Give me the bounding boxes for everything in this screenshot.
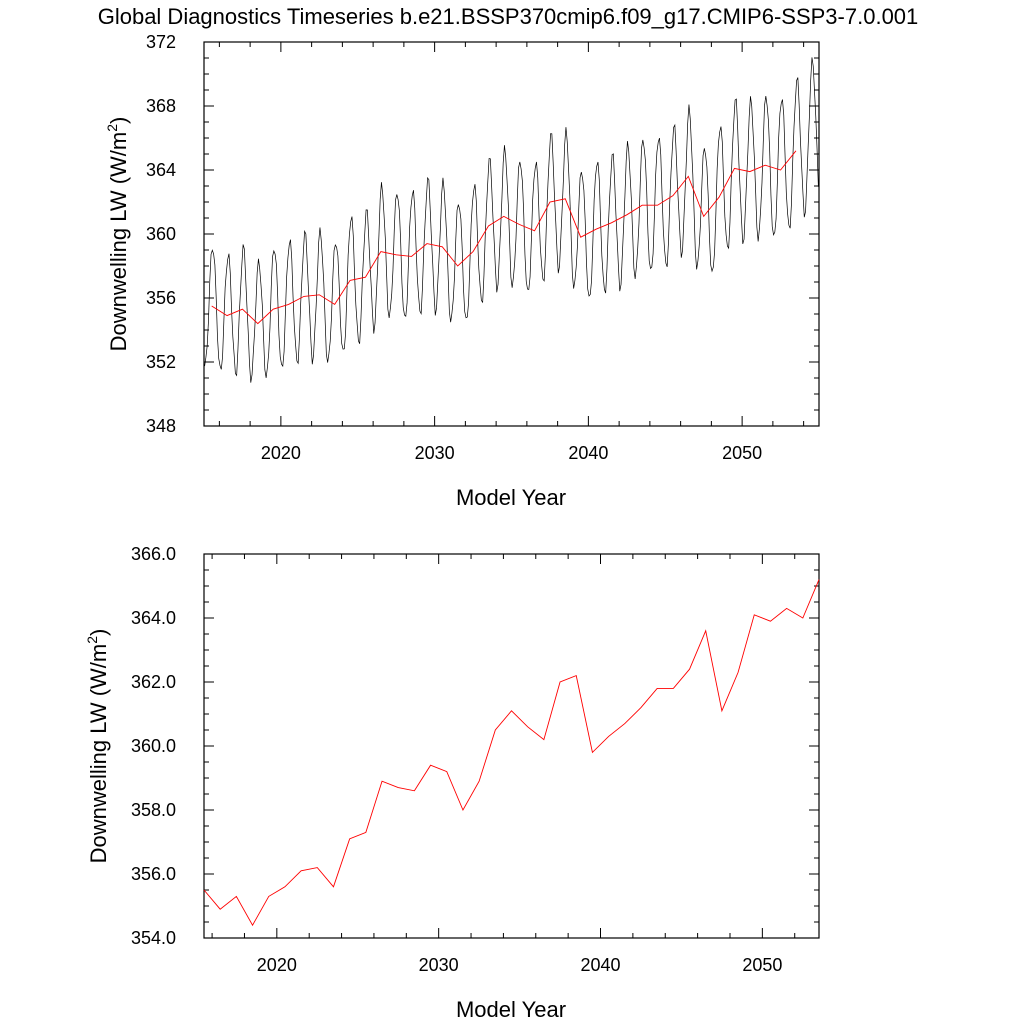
top-annual-series-line (211, 150, 797, 325)
chart-title: Global Diagnostics Timeseries b.e21.BSSP… (98, 4, 919, 29)
bottom-panel: 2020 2030 2040 2050 354.0 356.0 358.0 360.0 362.… (84, 544, 820, 1022)
top-x-axis-label: Model Year (456, 485, 566, 510)
top-monthly-series-line (204, 57, 819, 383)
bottom-plot-frame (203, 553, 820, 939)
top-x-tick-label: 2040 (568, 443, 608, 463)
top-y-tick-label: 368 (146, 96, 176, 116)
top-y-tick-label: 364 (146, 160, 176, 180)
bottom-y-tick-label: 356.0 (131, 864, 176, 884)
top-ticks (204, 41, 819, 427)
bottom-ticks (204, 553, 819, 939)
bottom-y-tick-label: 364.0 (131, 608, 176, 628)
bottom-y-tick-label: 362.0 (131, 672, 176, 692)
bottom-x-tick-label: 2020 (257, 955, 297, 975)
top-x-tick-label: 2030 (415, 443, 455, 463)
top-y-tick-label: 356 (146, 288, 176, 308)
bottom-y-tick-label: 366.0 (131, 544, 176, 564)
bottom-tick-labels: 2020 2030 2040 2050 354.0 356.0 358.0 360.0 362.… (131, 544, 782, 975)
top-y-tick-label: 372 (146, 32, 176, 52)
bottom-y-axis-label: Downwelling LW (W/m2) (84, 629, 111, 864)
bottom-x-tick-label: 2030 (419, 955, 459, 975)
top-y-tick-label: 348 (146, 416, 176, 436)
top-x-tick-label: 2050 (722, 443, 762, 463)
top-tick-labels: 2020 2030 2040 2050 348 352 356 360 364 368 372 (146, 32, 762, 463)
top-y-axis-label: Downwelling LW (W/m2) (104, 117, 131, 352)
bottom-x-tick-label: 2040 (580, 955, 620, 975)
bottom-y-tick-label: 360.0 (131, 736, 176, 756)
top-y-tick-label: 360 (146, 224, 176, 244)
bottom-y-tick-label: 354.0 (131, 928, 176, 948)
top-plot-frame (203, 41, 820, 427)
top-x-tick-label: 2020 (261, 443, 301, 463)
bottom-y-tick-label: 358.0 (131, 800, 176, 820)
bottom-x-axis-label: Model Year (456, 997, 566, 1022)
bottom-x-tick-label: 2050 (742, 955, 782, 975)
top-panel: 2020 2030 2040 2050 348 352 356 360 364 368 372 Mo… (104, 32, 820, 510)
bottom-annual-series-line (203, 579, 820, 927)
top-y-tick-label: 352 (146, 352, 176, 372)
